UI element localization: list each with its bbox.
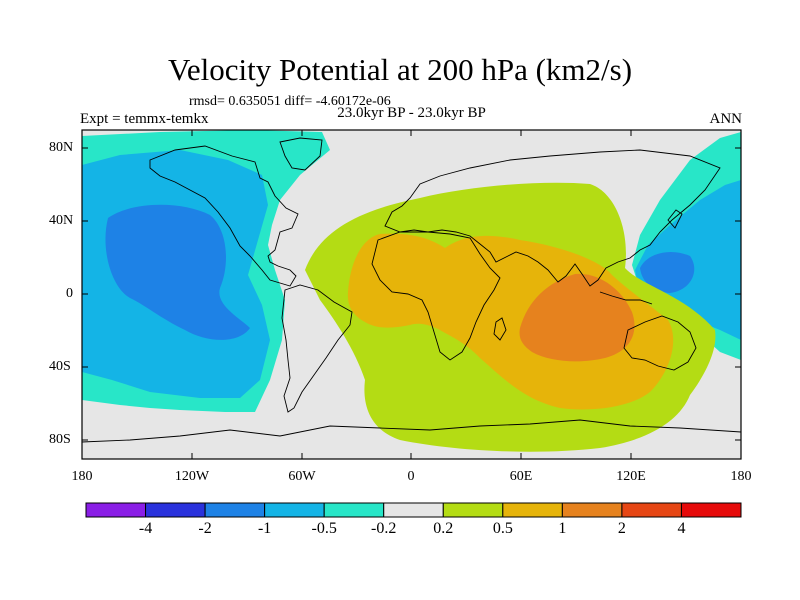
x-tick-label: 60W	[288, 469, 316, 484]
colorbar-label: -1	[257, 520, 272, 537]
coast-japan	[667, 209, 683, 229]
colorbar-label: -0.2	[371, 520, 397, 537]
coast-eurasia	[384, 149, 721, 287]
colorbar-label: 4	[677, 520, 686, 537]
map-panel	[82, 130, 741, 459]
plot-title: Velocity Potential at 200 hPa (km2/s)	[167, 52, 633, 87]
x-tick-label: 120W	[174, 469, 210, 484]
coast-australia	[623, 315, 697, 371]
tick-marks	[82, 130, 741, 459]
colorbar-label: -2	[198, 520, 212, 537]
colorbar-label: 0.2	[433, 520, 454, 537]
colorbar-label: 1	[558, 520, 567, 537]
coast-indonesia	[599, 291, 653, 305]
colorbar-swatch	[323, 502, 385, 518]
coast-north-america	[149, 145, 299, 287]
experiment-label: Expt = temmx-temkx	[80, 111, 209, 127]
colorbar-swatch	[85, 502, 147, 518]
y-tick-label: 40N	[49, 213, 74, 228]
colorbar-label: -0.5	[311, 520, 337, 537]
colorbar-swatch	[680, 502, 742, 518]
field-negative-strong-west-pacific	[640, 252, 695, 293]
x-tick-label: 60E	[509, 469, 533, 484]
time-range-subtitle: 23.0kyr BP - 23.0kyr BP	[337, 105, 486, 121]
colorbar-swatch	[502, 502, 563, 518]
x-tick-label: 180	[730, 469, 752, 484]
coast-antarctica	[82, 419, 741, 443]
y-tick-label: 40S	[49, 359, 71, 374]
field-positive-strong	[519, 273, 635, 362]
coastlines	[82, 137, 741, 443]
y-tick-label: 80N	[49, 140, 74, 155]
coast-madagascar	[493, 317, 507, 341]
colorbar-label: 0.5	[492, 520, 513, 537]
colorbar-label: -4	[138, 520, 153, 537]
colorbar-swatch	[383, 502, 444, 518]
field-negative-strong-pacific	[105, 204, 250, 340]
colorbar-swatch	[561, 502, 623, 518]
coast-greenland	[279, 137, 323, 171]
coast-south-america	[281, 284, 353, 413]
x-tick-label: 0	[407, 469, 415, 484]
x-tick-label: 120E	[616, 469, 646, 484]
colorbar-swatch	[621, 502, 682, 518]
colorbar-swatch	[145, 502, 206, 518]
y-tick-label: 80S	[49, 432, 71, 447]
x-tick-label: 180	[71, 469, 93, 484]
colorbar-label: 2	[617, 520, 626, 537]
rmsd-diff-stats: rmsd= 0.635051 diff= -4.60172e-06	[189, 94, 391, 109]
coast-africa	[371, 231, 501, 361]
colorbar	[85, 502, 742, 518]
colorbar-swatch	[264, 502, 325, 518]
colorbar-swatch	[442, 502, 504, 518]
colorbar-swatch	[204, 502, 266, 518]
y-tick-label: 0	[66, 286, 73, 301]
season-label: ANN	[709, 111, 743, 127]
